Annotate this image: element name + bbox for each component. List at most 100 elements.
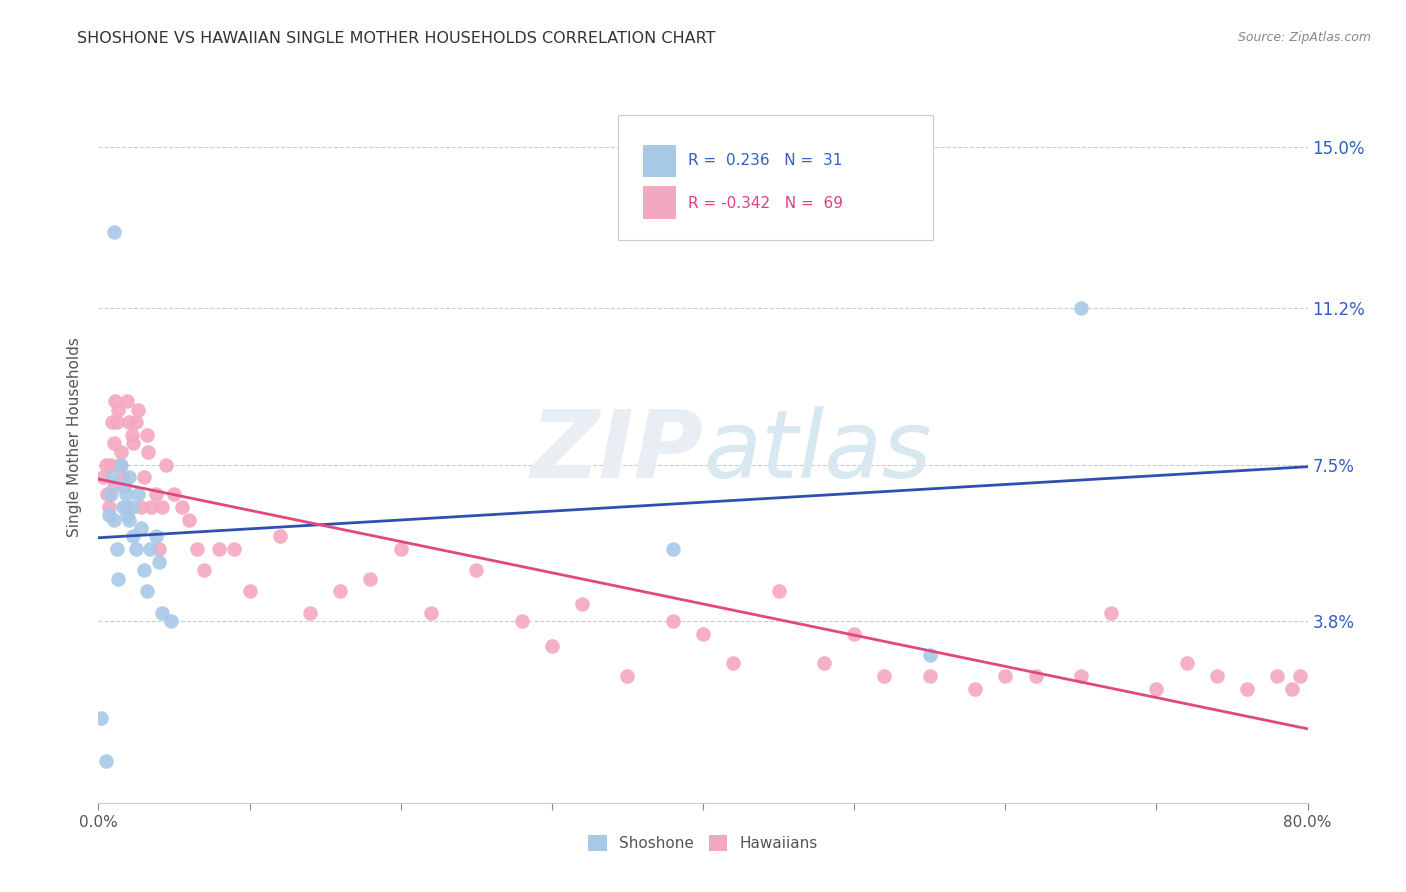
Point bbox=[1289, 669, 1312, 683]
Point bbox=[94, 754, 117, 768]
Y-axis label: Single Mother Households: Single Mother Households bbox=[67, 337, 83, 537]
Point bbox=[329, 584, 352, 599]
Point bbox=[994, 669, 1017, 683]
Point bbox=[616, 669, 638, 683]
Point bbox=[844, 626, 866, 640]
Text: ZIP: ZIP bbox=[530, 406, 703, 498]
Point bbox=[104, 394, 127, 409]
Point bbox=[918, 648, 941, 662]
Point bbox=[141, 500, 163, 514]
Point bbox=[90, 711, 112, 725]
Point bbox=[150, 606, 173, 620]
Point bbox=[110, 445, 132, 459]
Point bbox=[107, 572, 129, 586]
Text: SHOSHONE VS HAWAIIAN SINGLE MOTHER HOUSEHOLDS CORRELATION CHART: SHOSHONE VS HAWAIIAN SINGLE MOTHER HOUSE… bbox=[77, 31, 716, 46]
Point bbox=[103, 512, 125, 526]
Point bbox=[118, 470, 141, 484]
Point bbox=[98, 500, 121, 514]
Point bbox=[108, 458, 131, 472]
Point bbox=[965, 681, 987, 696]
Point bbox=[122, 529, 145, 543]
Point bbox=[239, 584, 262, 599]
Point bbox=[101, 415, 124, 429]
Point bbox=[768, 584, 790, 599]
Point bbox=[269, 529, 291, 543]
Legend: Shoshone, Hawaiians: Shoshone, Hawaiians bbox=[582, 830, 824, 857]
Point bbox=[100, 487, 122, 501]
Point bbox=[115, 508, 138, 523]
Point bbox=[135, 428, 157, 442]
Point bbox=[170, 500, 193, 514]
FancyBboxPatch shape bbox=[619, 115, 932, 240]
Point bbox=[103, 225, 125, 239]
Point bbox=[1070, 669, 1092, 683]
Point bbox=[135, 584, 157, 599]
Point bbox=[224, 542, 246, 557]
Point bbox=[114, 487, 136, 501]
Point bbox=[136, 445, 159, 459]
Point bbox=[360, 572, 382, 586]
Point bbox=[1024, 669, 1046, 683]
Point bbox=[129, 521, 152, 535]
Point bbox=[145, 487, 167, 501]
Point bbox=[101, 470, 124, 484]
Point bbox=[121, 428, 143, 442]
Point bbox=[813, 657, 835, 671]
Point bbox=[132, 470, 155, 484]
Point bbox=[107, 402, 129, 417]
Point bbox=[100, 458, 122, 472]
Point bbox=[127, 402, 149, 417]
Point bbox=[125, 542, 148, 557]
Point bbox=[105, 542, 128, 557]
Point bbox=[118, 512, 141, 526]
Bar bbox=[643, 186, 676, 219]
Point bbox=[510, 614, 533, 628]
Point bbox=[540, 640, 562, 654]
Text: R = -0.342   N =  69: R = -0.342 N = 69 bbox=[689, 195, 844, 211]
Point bbox=[150, 500, 173, 514]
Text: Source: ZipAtlas.com: Source: ZipAtlas.com bbox=[1237, 31, 1371, 45]
Point bbox=[132, 563, 155, 577]
Point bbox=[1175, 657, 1198, 671]
Point bbox=[129, 500, 152, 514]
Point bbox=[465, 563, 488, 577]
Point bbox=[96, 487, 118, 501]
Point bbox=[105, 415, 128, 429]
Point bbox=[139, 542, 162, 557]
Point bbox=[918, 669, 941, 683]
Point bbox=[91, 470, 114, 484]
Bar bbox=[643, 145, 676, 178]
Point bbox=[1070, 301, 1092, 315]
Point bbox=[389, 542, 412, 557]
Point bbox=[661, 614, 683, 628]
Point bbox=[94, 458, 117, 472]
Point bbox=[163, 487, 186, 501]
Point bbox=[122, 436, 145, 450]
Point bbox=[103, 436, 125, 450]
Point bbox=[115, 394, 138, 409]
Point bbox=[118, 415, 141, 429]
Point bbox=[112, 479, 135, 493]
Point bbox=[193, 563, 215, 577]
Point bbox=[103, 479, 125, 493]
Point bbox=[208, 542, 231, 557]
Text: R =  0.236   N =  31: R = 0.236 N = 31 bbox=[689, 153, 842, 168]
Point bbox=[155, 458, 177, 472]
Point bbox=[571, 597, 593, 611]
Point bbox=[125, 415, 148, 429]
Point bbox=[111, 500, 134, 514]
Point bbox=[661, 542, 683, 557]
Point bbox=[160, 614, 183, 628]
Point bbox=[1236, 681, 1258, 696]
Point bbox=[723, 657, 745, 671]
Point bbox=[1206, 669, 1229, 683]
Point bbox=[145, 529, 167, 543]
Point bbox=[179, 512, 201, 526]
Point bbox=[299, 606, 322, 620]
Point bbox=[121, 500, 143, 514]
Point bbox=[148, 555, 170, 569]
Point bbox=[148, 542, 170, 557]
Point bbox=[1281, 681, 1303, 696]
Point bbox=[873, 669, 896, 683]
Text: atlas: atlas bbox=[703, 406, 931, 497]
